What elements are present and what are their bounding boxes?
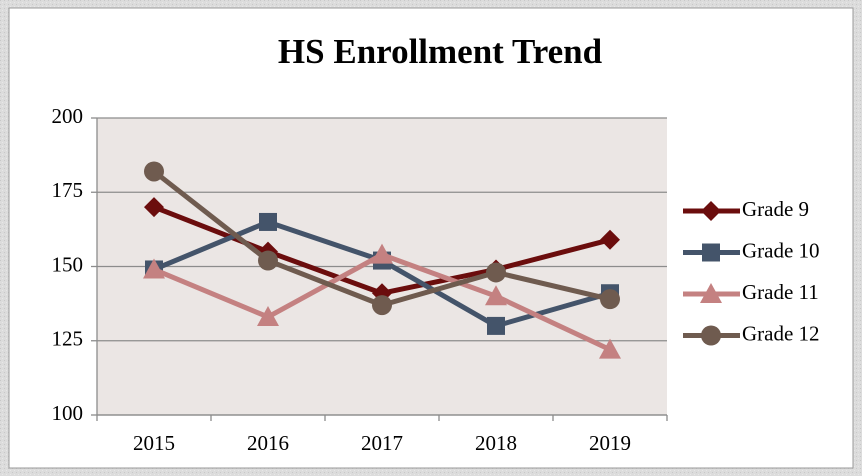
chart-title: HS Enrollment Trend <box>278 32 603 71</box>
marker <box>600 229 620 250</box>
legend-marker <box>701 325 721 346</box>
x-tick-label: 2018 <box>475 431 517 455</box>
x-tick-label: 2016 <box>247 431 289 455</box>
legend-label: Grade 9 <box>742 197 809 221</box>
y-tick-label: 125 <box>52 327 84 351</box>
y-tick-label: 200 <box>52 104 84 128</box>
marker <box>599 338 621 359</box>
marker <box>372 295 392 316</box>
marker <box>143 258 165 279</box>
marker <box>371 243 393 264</box>
marker <box>486 262 506 283</box>
x-tick-label: 2015 <box>133 431 175 455</box>
marker <box>257 305 279 326</box>
y-tick-label: 100 <box>52 401 84 425</box>
marker <box>144 197 164 218</box>
marker <box>485 285 507 306</box>
marker <box>487 316 505 335</box>
x-tick-label: 2017 <box>361 431 403 455</box>
marker <box>600 289 620 310</box>
legend-label: Grade 11 <box>742 280 819 304</box>
legend-marker <box>701 201 721 221</box>
x-tick-label: 2019 <box>589 431 631 455</box>
marker <box>144 161 164 182</box>
legend-label: Grade 12 <box>742 321 820 345</box>
marker <box>258 250 278 271</box>
legend-marker <box>700 283 722 303</box>
legend-label: Grade 10 <box>742 238 820 262</box>
marker <box>259 212 277 231</box>
y-tick-label: 175 <box>52 178 84 202</box>
y-tick-label: 150 <box>52 252 84 276</box>
legend-marker <box>702 243 720 262</box>
